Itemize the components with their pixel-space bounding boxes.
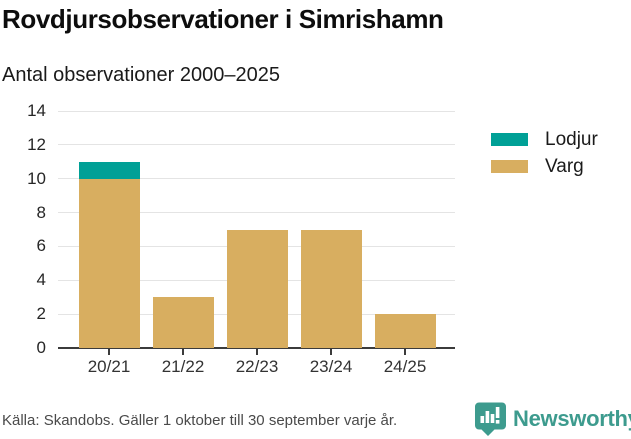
- source-note: Källa: Skandobs. Gäller 1 oktober till 3…: [2, 412, 398, 429]
- x-tick-21-22: [182, 349, 184, 355]
- x-tick-label-21-22: 21/22: [161, 357, 205, 376]
- gridline-y-10: [58, 178, 455, 180]
- y-tick-label-2: 2: [36, 304, 46, 324]
- newsworthy-logo[interactable]: Newsworthy: [474, 401, 631, 437]
- y-tick-label-12: 12: [27, 134, 46, 154]
- gridline-y-8: [58, 212, 455, 214]
- y-tick-label-4: 4: [36, 270, 46, 290]
- legend-item-lodjur: Lodjur: [491, 126, 598, 153]
- x-axis-line: [58, 347, 455, 349]
- bar-segment-varg-23-24: [300, 229, 362, 348]
- newsworthy-wordmark: Newsworthy: [513, 406, 631, 431]
- x-axis: 20/21 21/22 22/23 23/24 24/25: [58, 357, 455, 381]
- x-tick-20-21: [108, 349, 110, 355]
- x-tick-label-20-21: 20/21: [87, 357, 131, 376]
- bar-segment-varg-20-21: [78, 178, 140, 348]
- legend: Lodjur Varg: [491, 126, 598, 180]
- x-tick-label-23-24: 23/24: [309, 357, 353, 376]
- x-tick-23-24: [330, 349, 332, 355]
- y-tick-label-14: 14: [27, 101, 46, 120]
- gridline-y-14: [58, 110, 455, 112]
- legend-item-varg: Varg: [491, 153, 598, 180]
- y-tick-label-6: 6: [36, 236, 46, 256]
- x-tick-label-22-23: 22/23: [235, 357, 279, 376]
- bar-segment-varg-22-23: [226, 229, 288, 348]
- gridline-y-12: [58, 144, 455, 146]
- x-tick-22-23: [256, 349, 258, 355]
- legend-swatch-lodjur: [491, 133, 528, 146]
- bar-segment-varg-21-22: [152, 297, 214, 348]
- x-tick-label-24-25: 24/25: [383, 357, 427, 376]
- legend-label-lodjur: Lodjur: [545, 128, 598, 150]
- y-tick-label-0: 0: [36, 338, 46, 357]
- y-tick-label-10: 10: [27, 168, 46, 188]
- bar-segment-varg-24-25: [374, 314, 436, 348]
- legend-label-varg: Varg: [545, 155, 584, 177]
- bar-segment-lodjur-20-21: [78, 161, 140, 179]
- legend-swatch-varg: [491, 160, 528, 173]
- plot-area: [58, 110, 455, 355]
- chart-subtitle: Antal observationer 2000–2025: [2, 64, 280, 86]
- y-tick-label-8: 8: [36, 202, 46, 222]
- x-tick-24-25: [404, 349, 406, 355]
- chart-title: Rovdjursobservationer i Simrishamn: [2, 4, 444, 34]
- y-axis: 0 2 4 6 8 10 12 14: [0, 101, 46, 357]
- newsworthy-chart-bubble-icon: [475, 402, 506, 436]
